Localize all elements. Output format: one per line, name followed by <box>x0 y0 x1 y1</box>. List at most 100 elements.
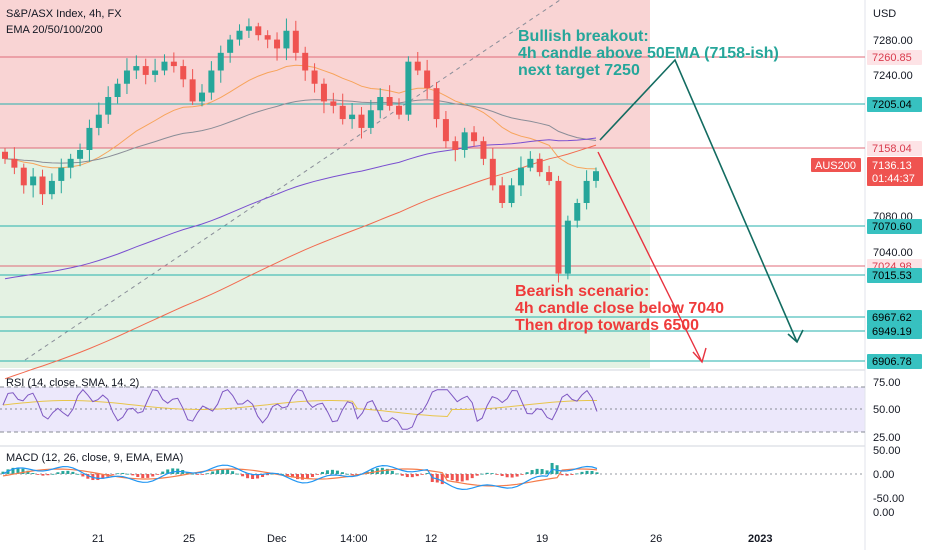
bullish-arrowhead <box>787 329 804 344</box>
rsi-sma-line <box>2 400 597 418</box>
macd-hist-0 <box>1 471 5 474</box>
macd-hist-48 <box>241 474 245 477</box>
macd-hist-13 <box>66 470 70 474</box>
macd-hist-78 <box>390 470 394 474</box>
macd-hist-41 <box>206 473 210 475</box>
dashed-trendline[interactable] <box>24 0 561 361</box>
macd-tick-0: 0.00 <box>873 469 894 481</box>
bullish-annotation: Bullish breakout: 4h candle above 50EMA … <box>518 28 779 79</box>
candle-body-23 <box>217 52 224 71</box>
macd-hist-20 <box>101 474 105 479</box>
candle-body-30 <box>283 30 290 49</box>
bearish-path-arrow[interactable] <box>597 151 703 363</box>
macd-hist-42 <box>211 471 215 474</box>
macd-hist-96 <box>480 473 484 475</box>
macd-hist-110 <box>550 462 554 474</box>
price-label-text-5: 7015.53 <box>872 270 912 282</box>
macd-hist-40 <box>201 474 205 475</box>
price-label-0: 7260.85 <box>867 50 922 65</box>
candle-body-4 <box>39 176 46 195</box>
candle-body-43 <box>405 61 412 115</box>
ema-50-line[interactable] <box>4 99 597 164</box>
macd-hist-59 <box>296 474 300 480</box>
price-label-text-0: 7260.85 <box>872 52 912 64</box>
macd-hist-56 <box>281 473 285 475</box>
macd-hist-52 <box>261 474 265 477</box>
candle-body-57 <box>536 158 543 173</box>
candle-body-49 <box>461 132 468 150</box>
candle-body-20 <box>189 79 196 102</box>
candle-body-11 <box>105 97 112 115</box>
candle-body-32 <box>302 52 309 71</box>
macd-hist-84 <box>420 474 424 475</box>
candle-body-48 <box>452 141 459 150</box>
candle-body-62 <box>583 180 590 203</box>
candle-body-31 <box>292 30 299 53</box>
rsi-tick-50: 50.00 <box>873 404 901 416</box>
macd-hist-63 <box>315 474 319 475</box>
macd-hist-117 <box>585 470 589 474</box>
macd-hist-116 <box>580 471 584 474</box>
candle-body-1 <box>11 158 18 168</box>
macd-hist-97 <box>485 472 489 474</box>
macd-hist-58 <box>291 474 295 478</box>
current-price: 7136.13 <box>872 160 912 172</box>
price-label-text-7: 6949.19 <box>872 326 912 338</box>
price-label-5: 7015.53 <box>867 268 922 283</box>
candle-body-22 <box>208 70 215 93</box>
candle-body-39 <box>367 110 374 128</box>
macd-tick-neg50: -50.00 <box>873 493 904 505</box>
candle-body-38 <box>358 114 365 128</box>
ema-20-line[interactable] <box>4 64 597 170</box>
macd-hist-118 <box>590 470 594 474</box>
candle-body-50 <box>471 132 478 142</box>
candle-body-33 <box>311 70 318 84</box>
macd-hist-109 <box>545 470 549 474</box>
candle-countdown: 01:44:37 <box>872 173 915 185</box>
macd-hist-46 <box>231 471 235 474</box>
current-price-marker[interactable]: AUS200 7136.13 01:44:37 <box>811 157 923 186</box>
macd-hist-99 <box>495 474 499 475</box>
bullish-path-arrow[interactable] <box>599 58 798 343</box>
candle-body-13 <box>123 70 130 84</box>
macd-hist-11 <box>56 472 60 474</box>
macd-hist-82 <box>410 474 414 478</box>
macd-hist-111 <box>555 465 559 474</box>
macd-hist-65 <box>325 470 329 474</box>
time-label-1400: 14:00 <box>340 533 368 545</box>
ema-200-line[interactable] <box>4 144 597 380</box>
macd-hist-113 <box>565 474 569 476</box>
candle-body-45 <box>424 70 431 89</box>
rsi-legend: RSI (14, close, SMA, 14, 2) <box>6 377 139 389</box>
candle-body-5 <box>48 180 55 195</box>
time-label-12: 12 <box>425 533 437 545</box>
macd-hist-19 <box>96 474 100 481</box>
macd-hist-91 <box>455 474 459 482</box>
macd-hist-85 <box>425 473 429 474</box>
candle-body-37 <box>349 114 356 120</box>
macd-hist-80 <box>400 474 404 476</box>
macd-hist-66 <box>330 469 334 474</box>
candle-body-56 <box>527 158 534 168</box>
macd-hist-9 <box>46 474 50 476</box>
macd-hist-100 <box>500 474 504 477</box>
macd-hist-51 <box>256 474 260 479</box>
macd-hist-5 <box>26 470 30 474</box>
candle-body-58 <box>546 172 553 181</box>
symbol-title: S&P/ASX Index, 4h, FX <box>6 8 122 20</box>
macd-hist-39 <box>196 474 200 475</box>
candle-body-17 <box>161 61 168 71</box>
candle-body-25 <box>236 30 243 40</box>
macd-hist-119 <box>595 472 599 474</box>
macd-hist-101 <box>505 474 509 478</box>
ema-100-line[interactable] <box>4 137 597 280</box>
candle-body-61 <box>574 203 581 221</box>
candle-body-10 <box>95 114 102 128</box>
macd-hist-6 <box>31 473 35 474</box>
candle-body-12 <box>114 83 121 97</box>
price-label-7: 6949.19 <box>867 324 922 339</box>
macd-tick-50: 50.00 <box>873 445 901 457</box>
price-label-text-1: 7205.04 <box>872 99 912 111</box>
candle-body-40 <box>377 97 384 111</box>
